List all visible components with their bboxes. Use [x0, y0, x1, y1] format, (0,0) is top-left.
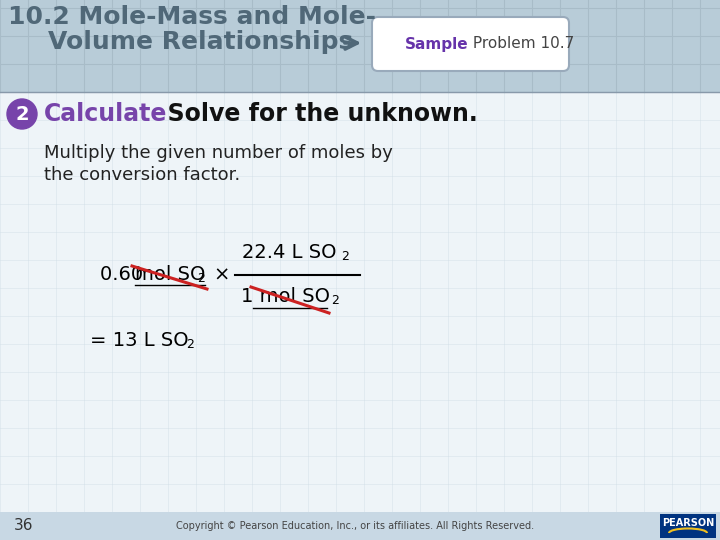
Text: Sample: Sample — [405, 37, 469, 51]
Text: PEARSON: PEARSON — [662, 518, 714, 528]
FancyBboxPatch shape — [372, 17, 569, 71]
FancyBboxPatch shape — [0, 512, 720, 540]
Text: Volume Relationships: Volume Relationships — [48, 30, 354, 54]
Text: Multiply the given number of moles by: Multiply the given number of moles by — [44, 144, 393, 162]
Text: 2: 2 — [186, 339, 194, 352]
Text: Copyright © Pearson Education, Inc., or its affiliates. All Rights Reserved.: Copyright © Pearson Education, Inc., or … — [176, 521, 534, 531]
Text: 2: 2 — [341, 251, 349, 264]
Text: 1 mol SO: 1 mol SO — [241, 287, 330, 307]
Text: the conversion factor.: the conversion factor. — [44, 166, 240, 184]
Text: Solve for the unknown.: Solve for the unknown. — [151, 102, 478, 126]
Text: 10.2 Mole-Mass and Mole-: 10.2 Mole-Mass and Mole- — [8, 5, 376, 29]
FancyBboxPatch shape — [0, 0, 720, 92]
Text: 0.60: 0.60 — [100, 266, 149, 285]
Text: Problem 10.7: Problem 10.7 — [469, 37, 575, 51]
Text: = 13 L SO: = 13 L SO — [90, 330, 189, 349]
Text: Calculate: Calculate — [44, 102, 167, 126]
Text: 2: 2 — [331, 294, 339, 307]
Circle shape — [7, 99, 37, 129]
Text: 22.4 L SO: 22.4 L SO — [242, 244, 337, 262]
FancyBboxPatch shape — [660, 514, 716, 538]
Text: ×: × — [213, 266, 230, 285]
Text: 2: 2 — [197, 273, 205, 286]
Text: 36: 36 — [14, 518, 34, 534]
Text: mol SO: mol SO — [135, 266, 205, 285]
Text: 2: 2 — [15, 105, 29, 124]
